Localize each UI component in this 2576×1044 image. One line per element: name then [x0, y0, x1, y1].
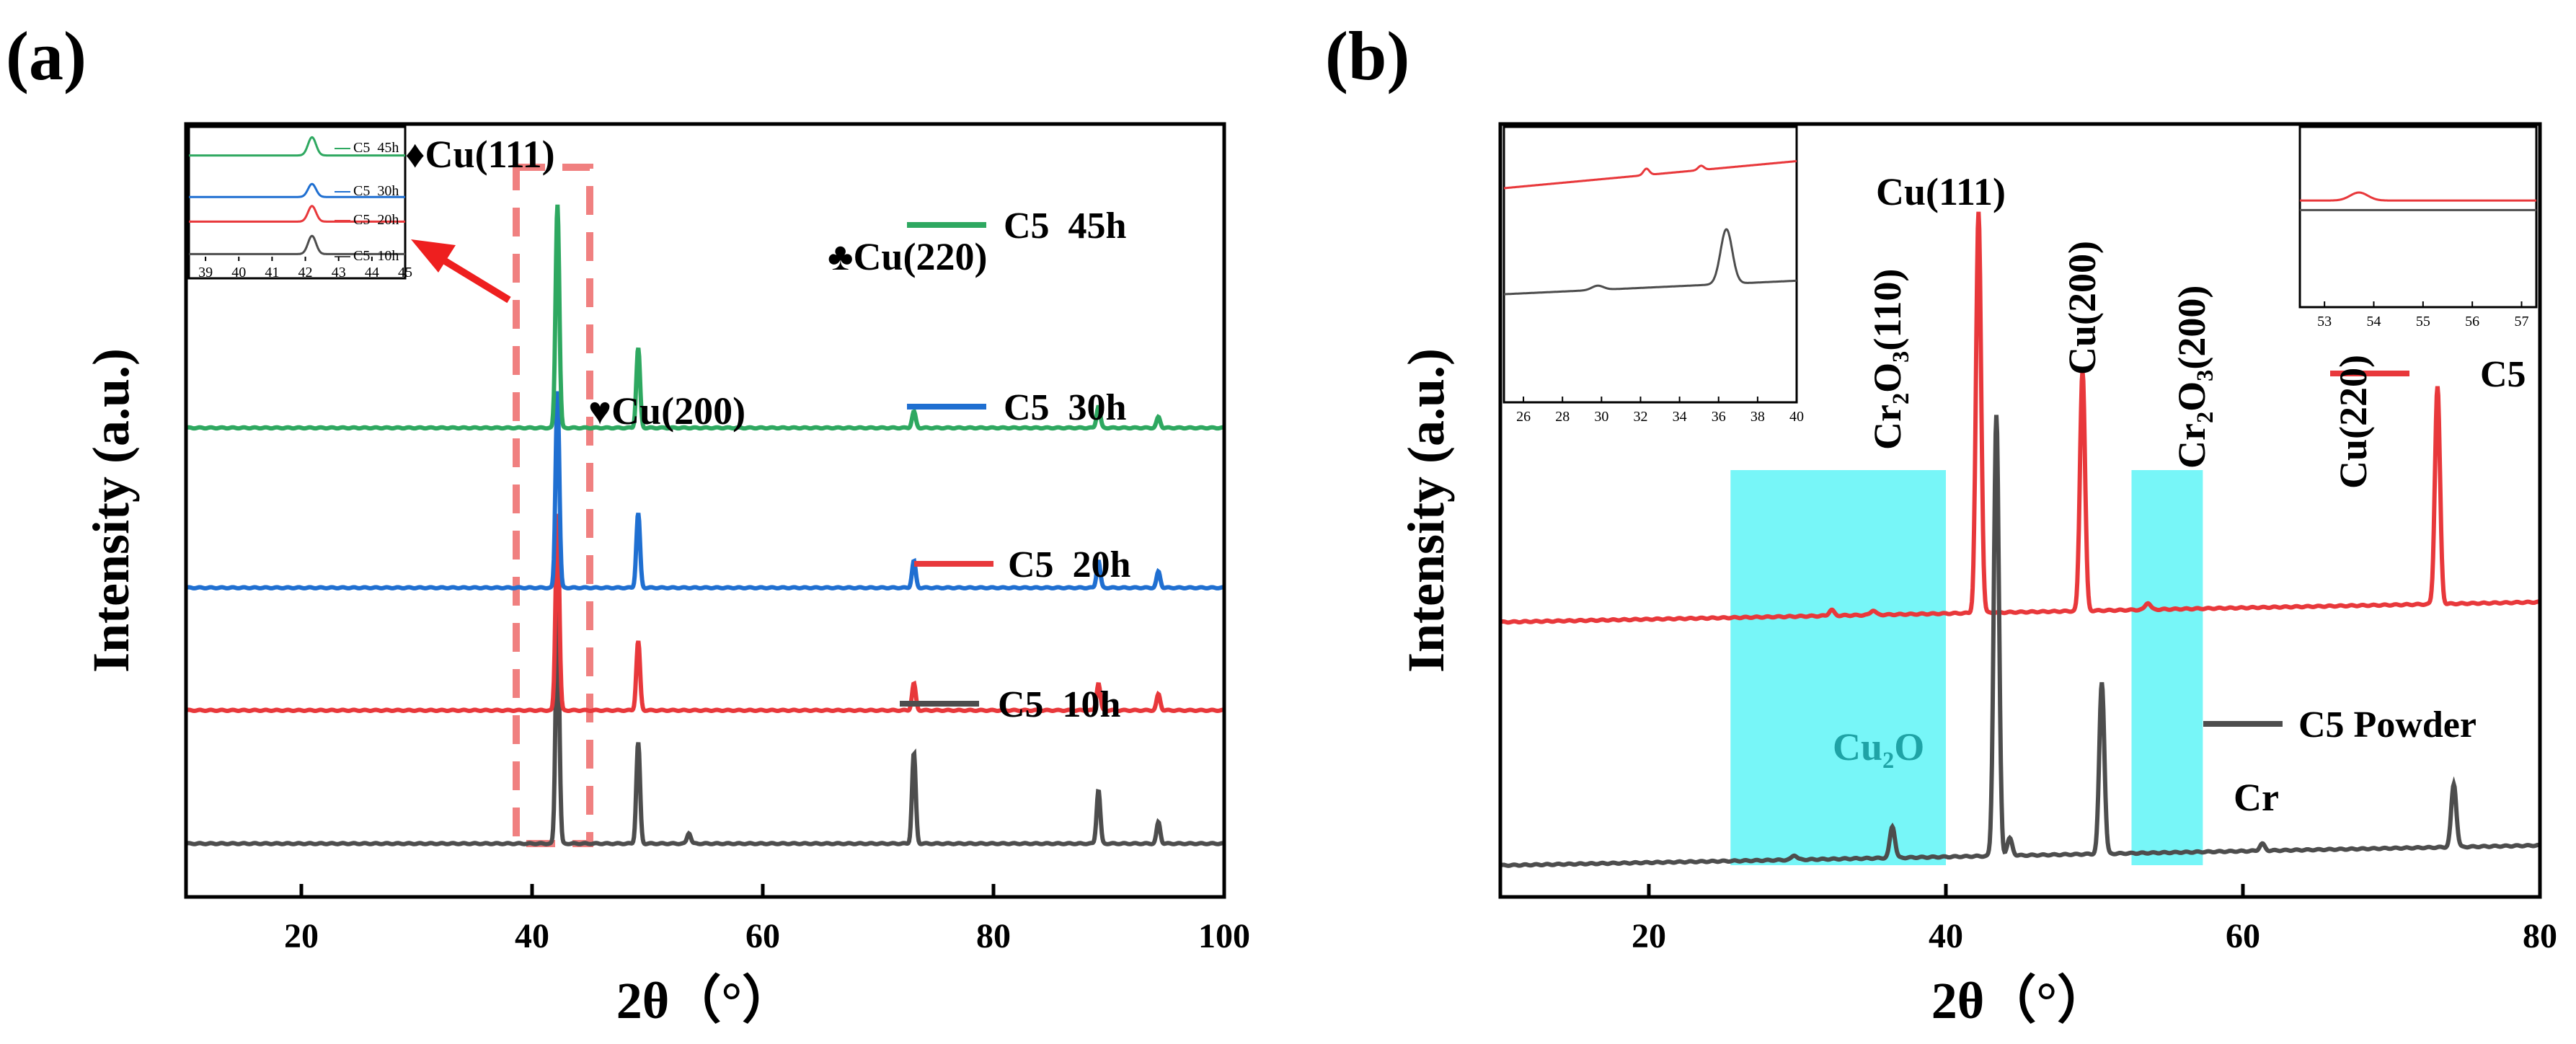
inset-b-right-tick-label-53: 53 — [2317, 314, 2332, 329]
panel-b-label: (b) — [1325, 17, 1409, 94]
legend-label-10h: C5 10h — [998, 684, 1121, 725]
panel-b-x-axis-title: 2θ（°） — [1931, 972, 2109, 1030]
inset-b-left-tick-label-40: 40 — [1789, 409, 1804, 425]
inset-b-left-tick-label-34: 34 — [1673, 409, 1687, 425]
annotation-b-cr2o3-200: Cr₂O₃(200) — [2170, 286, 2213, 469]
panel-b-plot-frame — [1498, 122, 2542, 899]
b-tick-label-20: 20 — [1632, 917, 1666, 955]
inset-b-left-tick-label-32: 32 — [1633, 409, 1647, 425]
inset-b-right-x-ticks: 53 54 55 56 57 — [2317, 301, 2529, 329]
inset-b-left-tick-label-26: 26 — [1516, 409, 1531, 425]
inset-legend-20h: C5 20h — [353, 212, 399, 228]
legend-label-c5-powder: C5 Powder — [2298, 704, 2477, 746]
spectrum-b-1 — [1500, 415, 2541, 868]
panel-b-y-axis-title: Intensity (a.u.) — [1397, 348, 1455, 673]
spectrum-b-0 — [1500, 211, 2541, 625]
cu111-dashed-box — [513, 164, 593, 847]
panel-b-x-ticks: 20 40 60 80 — [1632, 884, 2557, 955]
panel-a-x-axis-title: 2θ（°） — [616, 972, 794, 1030]
panel-b-highlight-bands — [1730, 470, 2203, 865]
inset-b-left-tick-label-28: 28 — [1555, 409, 1570, 425]
legend-label-30h: C5 30h — [1004, 387, 1127, 428]
panel-a: (a) 20 40 60 80 100 2θ（°） Intensity (a.u.) C… — [6, 17, 1250, 1030]
inset-legend-30h: C5 30h — [353, 183, 399, 199]
panel-b-series — [1500, 211, 2541, 868]
inset-a-tick-label-39: 39 — [198, 265, 213, 280]
annotation-b-cr: Cr — [2234, 776, 2279, 819]
inset-a-tick-label-40: 40 — [231, 265, 246, 280]
annotation-cu111: ♦Cu(111) — [405, 133, 555, 176]
panel-a-series — [185, 204, 1225, 846]
inset-b-right-tick-label-56: 56 — [2465, 314, 2479, 329]
inset-a-tick-label-44: 44 — [365, 265, 379, 280]
inset-b-right-spectrum-c5 — [2300, 191, 2536, 202]
inset-b-left-series — [1503, 160, 1797, 296]
panel-a-inset: C5 45h C5 30h C5 20h C5 10h 39 40 41 42 43 44… — [187, 125, 412, 280]
annotation-b-cu220: Cu(220) — [2332, 355, 2375, 489]
inset-a-tick-label-42: 42 — [298, 265, 313, 280]
inset-b-left-tick-label-38: 38 — [1750, 409, 1765, 425]
annotation-b-cr2o3-110: Cr₂O₃(110) — [1866, 269, 1909, 450]
inset-a-spectrum-1 — [189, 205, 405, 223]
inset-a-legend: C5 45h C5 30h C5 20h C5 10h — [335, 140, 399, 264]
inset-b-left-frame — [1502, 125, 1798, 404]
panel-b-inset-left: 26 28 30 32 34 36 38 40 — [1502, 125, 1804, 425]
a-tick-label-60: 60 — [745, 917, 780, 955]
inset-a-x-ticks: 39 40 41 42 43 44 45 — [198, 257, 412, 280]
inset-a-spectrum-0 — [189, 234, 405, 255]
highlight-band-1 — [2131, 470, 2203, 865]
inset-a-tick-label-43: 43 — [332, 265, 346, 280]
annotation-b-cu111: Cu(111) — [1876, 170, 2006, 213]
inset-b-left-spectrum-powder — [1504, 228, 1797, 296]
annotation-b-cu2o: Cu₂O — [1833, 725, 1924, 769]
inset-b-right-frame — [2298, 125, 2538, 309]
inset-b-right-series — [2300, 191, 2536, 211]
legend-label-c5: C5 — [2480, 354, 2526, 395]
spectrum-a-2 — [185, 391, 1225, 590]
annotation-cu220: ♣Cu(220) — [828, 235, 987, 278]
panel-a-x-ticks: 20 40 60 80 100 — [284, 884, 1250, 955]
inset-a-series — [189, 136, 405, 255]
inset-a-spectrum-2 — [189, 182, 405, 198]
inset-b-right-tick-label-54: 54 — [2367, 314, 2381, 329]
inset-b-right-tick-label-55: 55 — [2416, 314, 2430, 329]
panel-a-y-axis-title: Intensity (a.u.) — [82, 348, 140, 673]
a-tick-label-40: 40 — [515, 917, 549, 955]
legend-label-20h: C5 20h — [1008, 544, 1131, 585]
panel-a-plot-frame — [184, 122, 1226, 899]
inset-a-spectrum-3 — [189, 136, 405, 157]
inset-legend-10h: C5 10h — [353, 248, 399, 264]
panel-b-legend: C5 C5 Powder — [2203, 354, 2526, 746]
spectrum-a-3 — [185, 204, 1225, 431]
b-tick-label-60: 60 — [2226, 917, 2260, 955]
a-tick-label-100: 100 — [1198, 917, 1250, 955]
legend-label-45h: C5 45h — [1004, 205, 1127, 247]
inset-b-left-x-ticks: 26 28 30 32 34 36 38 40 — [1516, 397, 1804, 425]
inset-b-right-tick-label-57: 57 — [2515, 314, 2529, 329]
annotation-b-cu200: Cu(200) — [2061, 241, 2104, 375]
b-tick-label-40: 40 — [1929, 917, 1963, 955]
inset-legend-45h: C5 45h — [353, 140, 399, 156]
spectrum-a-0 — [185, 609, 1225, 846]
inset-a-tick-label-45: 45 — [398, 265, 412, 280]
panel-b: (b) 20 40 60 80 2θ（°） Intensity (a.u.) C5 C… — [1325, 17, 2557, 1030]
inset-a-tick-label-41: 41 — [265, 265, 279, 280]
inset-b-left-tick-label-30: 30 — [1594, 409, 1608, 425]
inset-b-left-spectrum-c5 — [1503, 160, 1797, 190]
panel-b-inset-right: 53 54 55 56 57 — [2298, 125, 2538, 329]
a-tick-label-20: 20 — [284, 917, 319, 955]
annotation-cu200: ♥Cu(200) — [588, 389, 745, 433]
panel-a-label: (a) — [6, 17, 87, 94]
highlight-band-0 — [1730, 470, 1946, 865]
inset-b-left-tick-label-36: 36 — [1712, 409, 1726, 425]
spectrum-a-1 — [185, 513, 1225, 714]
inset-pointer-arrow — [411, 239, 511, 304]
b-tick-label-80: 80 — [2523, 917, 2557, 955]
a-tick-label-80: 80 — [976, 917, 1011, 955]
panel-a-legend: C5 45h C5 30h C5 20h C5 10h — [900, 205, 1131, 725]
